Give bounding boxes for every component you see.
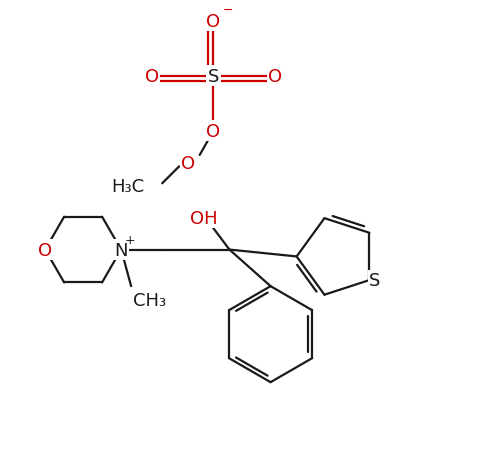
Text: S: S	[208, 67, 219, 86]
Text: O: O	[268, 67, 282, 86]
Text: O: O	[144, 67, 159, 86]
Text: +: +	[125, 234, 136, 246]
Text: S: S	[369, 271, 380, 290]
Text: H: H	[132, 177, 145, 195]
Text: O: O	[206, 123, 220, 140]
Text: H₃C: H₃C	[112, 177, 145, 195]
Text: O: O	[206, 13, 220, 31]
Text: O: O	[38, 241, 52, 259]
Text: OH: OH	[190, 209, 218, 227]
Text: O: O	[181, 154, 196, 172]
Text: CH₃: CH₃	[134, 291, 166, 309]
Text: N: N	[114, 241, 128, 259]
Text: CH: CH	[134, 291, 160, 309]
Text: −: −	[222, 4, 233, 17]
